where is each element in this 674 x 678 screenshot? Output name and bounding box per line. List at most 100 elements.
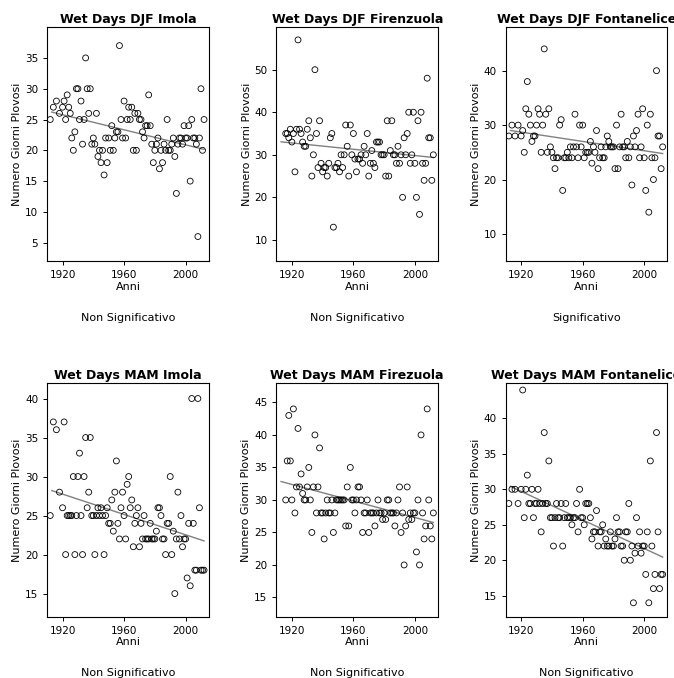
Point: [102, 157, 113, 168]
Point: [585, 136, 596, 147]
Point: [139, 510, 150, 521]
Point: [562, 513, 573, 523]
Point: [86, 139, 97, 150]
Point: [386, 115, 397, 126]
Point: [563, 513, 574, 523]
Point: [381, 115, 392, 126]
Point: [73, 83, 84, 94]
Point: [328, 527, 339, 538]
Point: [301, 494, 311, 505]
Point: [163, 518, 174, 529]
Point: [57, 502, 68, 513]
Point: [416, 107, 427, 118]
Point: [133, 502, 144, 513]
Point: [145, 120, 156, 131]
Point: [565, 513, 576, 523]
Point: [162, 114, 173, 125]
Point: [125, 502, 135, 513]
Point: [113, 518, 123, 529]
Text: Non Significativo: Non Significativo: [310, 313, 404, 323]
Point: [326, 128, 337, 139]
Point: [541, 498, 551, 509]
Point: [557, 540, 568, 551]
Point: [135, 518, 146, 529]
Point: [594, 153, 605, 163]
Point: [599, 540, 609, 551]
Point: [191, 139, 202, 150]
Point: [88, 510, 98, 521]
Point: [105, 518, 116, 529]
Point: [80, 432, 91, 443]
Point: [562, 147, 573, 158]
Point: [65, 108, 75, 119]
Point: [158, 534, 169, 544]
Point: [144, 89, 154, 100]
Point: [350, 508, 361, 519]
Point: [503, 131, 514, 142]
Point: [122, 479, 133, 490]
Point: [656, 163, 667, 174]
Point: [322, 494, 333, 505]
Point: [297, 136, 308, 147]
Point: [126, 102, 137, 113]
Point: [357, 158, 368, 169]
Point: [54, 108, 65, 119]
Point: [578, 513, 588, 523]
Point: [582, 498, 592, 509]
Y-axis label: Numero Giorni Plovosi: Numero Giorni Plovosi: [471, 83, 481, 206]
Point: [570, 513, 580, 523]
Point: [384, 171, 394, 182]
Point: [179, 120, 189, 131]
Point: [573, 153, 584, 163]
Point: [553, 153, 563, 163]
Point: [644, 597, 654, 608]
Point: [346, 494, 357, 505]
Point: [419, 175, 429, 186]
Point: [397, 192, 408, 203]
Point: [608, 540, 619, 551]
Point: [345, 119, 356, 130]
Point: [171, 534, 182, 544]
Point: [519, 513, 530, 523]
Point: [371, 508, 382, 519]
X-axis label: Anni: Anni: [574, 637, 599, 647]
Point: [422, 73, 433, 83]
Point: [630, 548, 640, 559]
Point: [79, 114, 90, 125]
Point: [100, 510, 111, 521]
Point: [188, 133, 199, 144]
Point: [652, 526, 663, 537]
Point: [536, 147, 547, 158]
Point: [545, 142, 556, 153]
Point: [199, 565, 210, 576]
Point: [380, 514, 391, 525]
Point: [62, 510, 73, 521]
Point: [571, 498, 582, 509]
Point: [625, 555, 636, 565]
Point: [377, 514, 388, 525]
Point: [645, 108, 656, 119]
Point: [152, 502, 163, 513]
Point: [651, 427, 662, 438]
Point: [353, 481, 363, 492]
Point: [579, 519, 590, 530]
Point: [585, 513, 596, 523]
Point: [119, 96, 129, 106]
Point: [62, 89, 73, 100]
Point: [80, 52, 91, 63]
Point: [556, 114, 567, 125]
Point: [534, 108, 545, 119]
Point: [283, 132, 294, 143]
Point: [69, 549, 80, 560]
Point: [567, 519, 578, 530]
Point: [146, 139, 157, 150]
Point: [193, 393, 204, 404]
Point: [417, 508, 428, 519]
Point: [350, 154, 361, 165]
Point: [412, 115, 423, 126]
Point: [139, 133, 150, 144]
Point: [193, 231, 204, 242]
Point: [369, 162, 380, 173]
Point: [77, 139, 88, 150]
Point: [425, 132, 435, 143]
